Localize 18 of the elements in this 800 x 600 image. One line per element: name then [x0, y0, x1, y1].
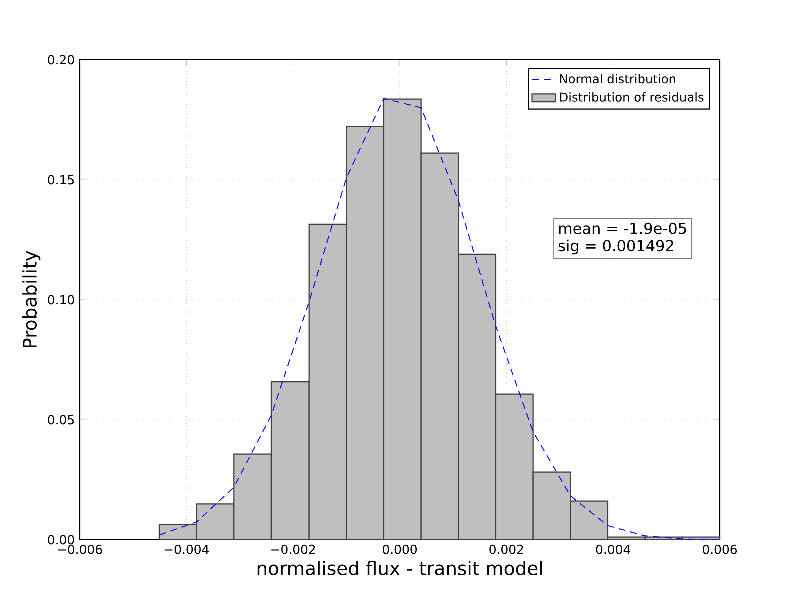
x-tick-label: −0.002 [272, 544, 316, 554]
y-tick-label: 0.15 [48, 175, 74, 185]
y-axis-title: Probability [22, 251, 41, 348]
legend-label: Normal distribution [560, 74, 676, 84]
x-tick-label: 0.006 [703, 544, 738, 554]
x-tick-label: −0.006 [58, 544, 102, 554]
legend-label: Distribution of residuals [560, 92, 704, 102]
x-axis-title: normalised flux - transit model [258, 561, 542, 576]
y-tick-label: 0.05 [48, 415, 74, 425]
x-tick-label: 0.000 [383, 544, 417, 554]
annotation: mean = -1.9e-05 [559, 222, 686, 234]
x-tick-label: 0.004 [596, 544, 630, 554]
y-tick-label: 0.20 [48, 55, 74, 65]
annotation: sig = 0.001492 [558, 240, 674, 255]
x-tick-label: 0.002 [490, 544, 524, 554]
y-tick-label: 0.10 [48, 295, 74, 305]
y-tick-label: 0.00 [48, 535, 74, 545]
x-tick-label: −0.004 [164, 544, 210, 554]
